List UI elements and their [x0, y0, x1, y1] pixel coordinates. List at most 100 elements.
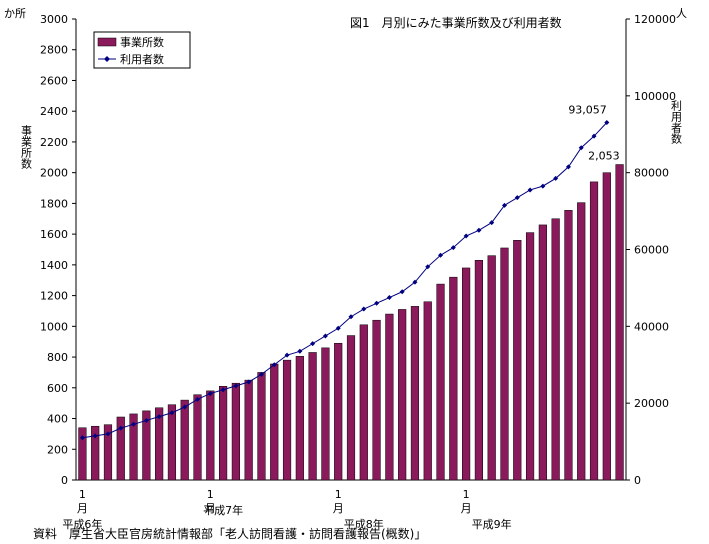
bar-offices	[219, 386, 228, 481]
point-users	[105, 431, 111, 437]
x-month-label: 1	[463, 488, 470, 501]
left-tick-label: 2000	[40, 167, 68, 180]
point-users	[540, 183, 546, 189]
bar-offices	[564, 210, 573, 481]
bar-offices	[295, 356, 304, 481]
point-users	[156, 414, 162, 420]
left-axis-unit: か所	[4, 7, 26, 20]
line-users	[82, 122, 608, 439]
bar-offices	[321, 347, 330, 481]
point-users	[412, 279, 418, 285]
point-users	[553, 175, 559, 181]
legend-swatch-offices	[97, 37, 117, 47]
point-users	[143, 417, 149, 423]
bar-offices	[436, 283, 445, 481]
right-tick-label: 20000	[634, 397, 669, 410]
bar-offices	[193, 394, 202, 481]
point-users	[131, 421, 137, 427]
point-users	[335, 325, 341, 331]
right-tick-label: 0	[634, 474, 641, 487]
x-month-label: 月	[333, 502, 344, 515]
bar-offices	[500, 247, 509, 481]
right-axis-unit: 人	[676, 7, 687, 20]
bar-offices	[346, 335, 356, 481]
left-tick-label: 2600	[40, 74, 68, 87]
bar-offices	[78, 427, 87, 481]
right-tick-label: 40000	[634, 320, 669, 333]
bar-offices	[398, 309, 407, 481]
right-axis-label: 利用者数	[670, 100, 683, 145]
bar-offices	[206, 390, 215, 481]
right-tick-label: 120000	[634, 13, 676, 26]
bar-offices	[155, 407, 164, 481]
left-tick-label: 600	[47, 382, 68, 395]
point-users	[284, 352, 290, 358]
left-tick-label: 1000	[40, 320, 68, 333]
point-users	[501, 202, 507, 208]
bar-offices	[308, 352, 317, 481]
x-year-label: 平成9年	[472, 517, 512, 531]
left-axis-label: 事業所数	[20, 125, 33, 170]
point-users	[92, 433, 98, 439]
point-users	[322, 333, 328, 339]
bar-offices	[257, 372, 266, 481]
left-tick-label: 1200	[40, 290, 68, 303]
bar-offices	[116, 416, 125, 481]
point-users	[207, 391, 213, 397]
x-year-label: 平成8年	[344, 517, 384, 531]
left-tick-label: 0	[61, 474, 68, 487]
x-month-label: 1	[79, 488, 86, 501]
point-users	[233, 383, 239, 389]
point-users	[310, 341, 316, 347]
legend-label-users: 利用者数	[120, 53, 164, 66]
point-users	[258, 371, 264, 377]
point-users	[169, 410, 175, 416]
bar-offices	[474, 260, 483, 481]
bar-offices	[551, 218, 560, 481]
point-users	[591, 133, 597, 139]
bar-offices	[334, 342, 343, 481]
left-tick-label: 1800	[40, 197, 68, 210]
bar-offices	[385, 313, 394, 481]
x-month-label: 1	[335, 488, 342, 501]
right-tick-label: 60000	[634, 244, 669, 257]
point-users	[476, 227, 482, 233]
bar-offices	[180, 399, 189, 481]
right-tick-label: 80000	[634, 167, 669, 180]
point-users	[604, 120, 610, 126]
left-tick-label: 3000	[40, 13, 68, 26]
bar-offices	[231, 382, 240, 481]
bar-offices	[282, 359, 292, 481]
point-users	[399, 289, 405, 295]
source-note: 資料 厚生省大臣官房統計情報部「老人訪問看護・訪問看護報告(概数)」	[33, 527, 427, 541]
bar-offices	[359, 324, 368, 481]
point-users	[246, 379, 252, 385]
point-users	[386, 295, 392, 301]
point-users	[182, 404, 188, 410]
left-tick-label: 1600	[40, 228, 68, 241]
point-users	[578, 145, 584, 151]
point-users	[565, 164, 571, 170]
x-month-label: 月	[205, 502, 216, 515]
bar-offices	[602, 172, 611, 481]
chart-title: 図1 月別にみた事業所数及び利用者数	[350, 15, 562, 30]
legend: 事業所数 利用者数	[93, 31, 191, 69]
bar-offices	[449, 276, 458, 481]
point-users	[361, 306, 367, 312]
x-month-label: 月	[461, 502, 472, 515]
bar-offices	[244, 379, 253, 481]
bar-offices	[167, 404, 177, 481]
bar-offices	[410, 306, 420, 481]
left-tick-label: 800	[47, 351, 68, 364]
left-tick-label: 200	[47, 443, 68, 456]
bar-offices	[129, 413, 138, 481]
plot-area: 0 200 400 600 800 1000 1200 1400 1600 1800 2000 220…	[40, 13, 676, 531]
point-users	[463, 233, 469, 239]
point-users	[374, 300, 380, 306]
point-users	[297, 348, 303, 354]
x-month-label: 月	[77, 502, 88, 515]
left-tick-label: 2800	[40, 44, 68, 57]
point-users	[527, 187, 533, 193]
point-users	[489, 220, 495, 226]
